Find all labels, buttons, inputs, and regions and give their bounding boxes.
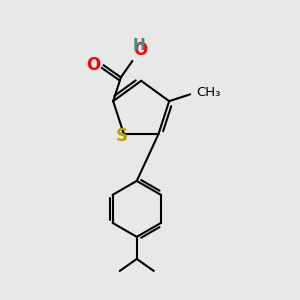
Text: CH₃: CH₃: [197, 86, 221, 99]
Text: O: O: [134, 41, 148, 59]
Text: H: H: [133, 38, 145, 53]
Text: S: S: [116, 127, 128, 145]
Text: O: O: [86, 56, 100, 74]
